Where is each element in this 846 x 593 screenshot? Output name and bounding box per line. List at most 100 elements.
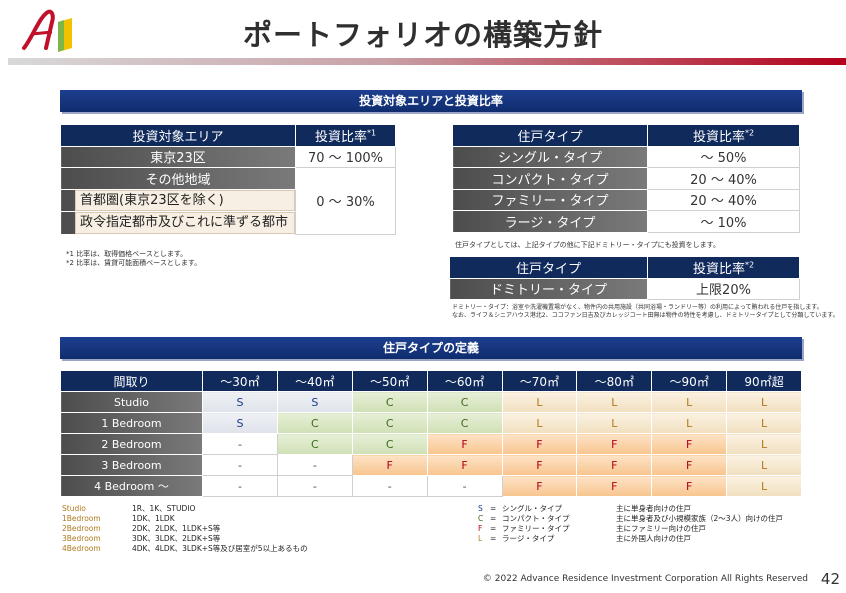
ratio-other: 0 ～ 30% <box>295 167 396 235</box>
type-legend: S = シングル・タイプ 主に単身者向けの住戸 C = コンパクト・タイプ 主に単身者及び小規… <box>478 504 783 544</box>
def-cell: F <box>501 475 578 497</box>
def-cell: - <box>426 475 503 497</box>
def-cell: L <box>726 433 802 455</box>
def-header-size: 90㎡超 <box>726 370 802 392</box>
def-cell: L <box>501 412 578 434</box>
legend-value: 1R、1K、STUDIO <box>132 504 196 513</box>
title-divider <box>8 58 846 65</box>
legend-desc: 主に単身者向けの住戸 <box>616 504 691 513</box>
table-row: 4 Bedroom ～ - - - - F F F L <box>60 475 802 497</box>
def-header-layout: 間取り <box>60 370 203 392</box>
legend-key: 4Bedroom <box>62 544 101 553</box>
area-capital: 首都圏(東京23区を除く) <box>75 189 295 211</box>
def-cell: L <box>651 391 728 413</box>
legend-item: Studio 1R、1K、STUDIO <box>62 504 308 514</box>
unit-type-note: 住戸タイプとしては、上記タイプの他に下記ドミトリー・タイプにも投資をします。 <box>455 241 720 249</box>
def-cell: F <box>576 454 653 476</box>
legend-value: 1DK、1LDK <box>132 514 175 523</box>
def-cell: F <box>576 433 653 455</box>
unit-type-table: 住戸タイプ 投資比率*2 シングル・タイプ～ 50% コンパクト・タイプ 20 ～… <box>452 124 800 233</box>
def-header-size: ～50㎡ <box>351 370 428 392</box>
def-cell: C <box>351 433 428 455</box>
legend-key: 1Bedroom <box>62 514 101 523</box>
def-header-size: ～30㎡ <box>202 370 278 392</box>
def-cell: F <box>426 454 503 476</box>
def-cell: F <box>651 454 728 476</box>
type-family: ファミリー・タイプ <box>452 188 648 211</box>
ratio-single: ～ 50% <box>647 145 800 168</box>
def-cell: C <box>276 433 353 455</box>
legend-key: 3Bedroom <box>62 534 101 543</box>
dorm-note-2: なお、ライフ＆シニアハウス港北2、ココファン日吉及びカレッジコート田無は物件の特… <box>452 312 839 319</box>
def-cell: F <box>351 454 428 476</box>
section-header-definitions: 住戸タイプの定義 <box>60 337 802 359</box>
def-row-label: 1 Bedroom <box>60 412 203 434</box>
ratio-large: ～ 10% <box>647 210 800 233</box>
legend-desc: 主に外国人向けの住戸 <box>616 534 691 543</box>
def-cell: L <box>726 412 802 434</box>
def-cell: S <box>276 391 353 413</box>
legend-item: F = ファミリー・タイプ 主にファミリー向けの住戸 <box>478 524 783 534</box>
def-header-size: ～40㎡ <box>276 370 353 392</box>
area-allocation-table: 投資対象エリア 投資比率*1 東京23区 70 ～ 100% その他地域 0 ～… <box>60 124 396 235</box>
unit-type-header: 住戸タイプ <box>452 124 648 147</box>
legend-letter: S <box>478 504 483 513</box>
copyright-footer: © 2022 Advance Residence Investment Corp… <box>482 574 808 584</box>
legend-type: コンパクト・タイプ <box>502 514 570 523</box>
def-cell: C <box>426 391 503 413</box>
def-cell: - <box>351 475 428 497</box>
legend-letter: F <box>478 524 483 533</box>
def-cell: C <box>426 412 503 434</box>
def-cell: - <box>202 475 278 497</box>
legend-desc: 主にファミリー向けの住戸 <box>616 524 706 533</box>
note-1: *1 比率は、取得価格ベースとします。 <box>66 250 188 258</box>
ratio-header: 投資比率*1 <box>295 124 396 147</box>
dormitory-notes: ドミトリー・タイプ：浴室や洗濯機置場がなく、物件内の共用施設（共同浴場・ランドリ… <box>452 304 839 320</box>
def-cell: C <box>351 412 428 434</box>
table-row: 3 Bedroom - - F F F F F L <box>60 454 802 476</box>
unit-type-definition-table: 間取り ～30㎡ ～40㎡ ～50㎡ ～60㎡ ～70㎡ ～80㎡ ～90㎡ 9… <box>60 370 802 497</box>
def-cell: L <box>576 412 653 434</box>
legend-type: ファミリー・タイプ <box>502 524 570 533</box>
legend-item: 3Bedroom 3DK、3LDK、2LDK+S等 <box>62 534 308 544</box>
type-large: ラージ・タイプ <box>452 210 648 233</box>
def-row-label: 3 Bedroom <box>60 454 203 476</box>
def-header-size: ～80㎡ <box>576 370 653 392</box>
legend-item: 4Bedroom 4DK、4LDK、3LDK+S等及び居室が5以上あるもの <box>62 544 308 554</box>
def-cell: F <box>426 433 503 455</box>
def-cell: L <box>501 391 578 413</box>
area-cities-row: 政令指定都市及びこれに準ずる都市 <box>60 211 296 235</box>
def-cell: F <box>651 433 728 455</box>
def-cell: - <box>276 475 353 497</box>
legend-value: 3DK、3LDK、2LDK+S等 <box>132 534 221 543</box>
legend-type: シングル・タイプ <box>502 504 562 513</box>
def-header-size: ～60㎡ <box>426 370 503 392</box>
def-cell: C <box>351 391 428 413</box>
def-cell: F <box>576 475 653 497</box>
page-title: ポートフォリオの構築方針 <box>242 18 603 52</box>
ratio-dormitory: 上限20% <box>647 277 800 300</box>
def-cell: - <box>202 454 278 476</box>
unit-ratio-header: 投資比率*2 <box>647 124 800 147</box>
ratio-compact: 20 ～ 40% <box>647 167 800 190</box>
area-cities: 政令指定都市及びこれに準ずる都市 <box>75 212 295 234</box>
legend-item: S = シングル・タイプ 主に単身者向けの住戸 <box>478 504 783 514</box>
area-header: 投資対象エリア <box>60 124 296 147</box>
def-header-size: ～70㎡ <box>501 370 578 392</box>
def-cell: L <box>726 454 802 476</box>
def-cell: L <box>726 475 802 497</box>
legend-item: L = ラージ・タイプ 主に外国人向けの住戸 <box>478 534 783 544</box>
legend-value: 4DK、4LDK、3LDK+S等及び居室が5以上あるもの <box>132 544 308 553</box>
page-number: 42 <box>820 570 840 588</box>
def-row-label: 2 Bedroom <box>60 433 203 455</box>
type-dormitory: ドミトリー・タイプ <box>449 277 648 300</box>
legend-item: C = コンパクト・タイプ 主に単身者及び小規模家族（2～3人）向けの住戸 <box>478 514 783 524</box>
def-cell: L <box>651 412 728 434</box>
legend-key: 2Bedroom <box>62 524 101 533</box>
def-cell: L <box>576 391 653 413</box>
section-header-allocation: 投資対象エリアと投資比率 <box>60 90 802 112</box>
legend-desc: 主に単身者及び小規模家族（2～3人）向けの住戸 <box>616 514 784 523</box>
def-row-label: Studio <box>60 391 203 413</box>
area-other: その他地域 <box>60 167 296 190</box>
table-row: 2 Bedroom - C C F F F F L <box>60 433 802 455</box>
